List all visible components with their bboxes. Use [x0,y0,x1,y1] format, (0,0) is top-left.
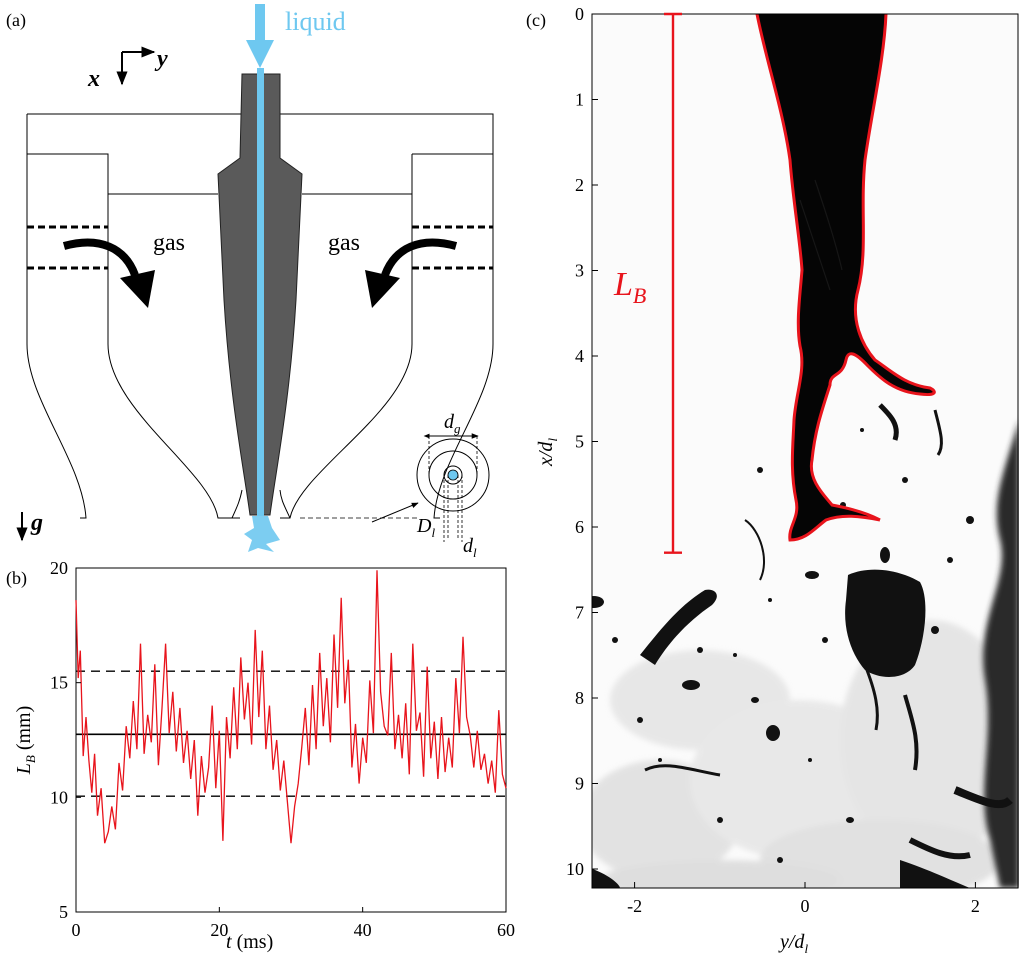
plot-b-xtick-label: 40 [354,920,372,940]
plot-c-ytick-label: 3 [575,261,584,281]
plot-c-xtick-label: 2 [971,896,980,916]
plot-c-ytick-label: 2 [575,175,584,195]
gravity-label: g [30,510,43,536]
plot-b-xtick-label: 20 [210,920,228,940]
plot-c-xlabel: y/dl [778,931,808,956]
plot-b-ticks: 0 20 40 60 5 10 15 20 [50,558,515,940]
panel-b-label: (b) [6,568,27,589]
plot-c-ylabel: x/dl [535,438,560,467]
panel-b: (b) 0 20 40 60 5 10 15 20 t (ms) LB(mm) [6,558,515,953]
plot-b-ytick-label: 5 [59,902,68,922]
plot-c-xtick-label: 0 [801,896,810,916]
plot-c-ytick-label: 5 [575,432,584,452]
series-LB-line [75,570,507,844]
LB-marker [664,12,682,554]
panel-c: (c) [526,4,1019,956]
plot-b-frame [75,567,507,913]
plot-b-ylabel: LB(mm) [13,706,38,776]
liquid-channel [257,68,264,516]
liquid-label: liquid [285,7,346,36]
gas-screens [27,225,493,270]
plot-c-ticks: -2 0 2 0 1 2 3 4 5 6 7 8 9 10 [566,4,980,916]
plot-b-xtick-label: 0 [72,920,81,940]
liquid-spray [244,516,280,552]
gas-arrow-left [62,238,155,308]
plot-b-xlabel: t (ms) [226,931,273,953]
plot-c-xtick-label: -2 [627,896,642,916]
dg-label: dg [444,411,461,436]
axis-x-label: x [87,66,100,92]
panel-a-label: (a) [6,10,26,31]
plot-c-ytick-label: 0 [575,4,584,24]
dl-label: dl [463,535,477,560]
plot-b-ytick-label: 20 [50,558,68,578]
nozzle-housing [26,113,494,519]
panel-c-label: (c) [526,10,546,31]
plot-b-ytick-label: 15 [50,673,68,693]
nozzle-exit-inset [300,433,490,542]
plot-c-ytick-label: 9 [575,774,584,794]
axis-y-label: y [154,46,168,72]
gas-label-right: gas [328,230,360,256]
plot-c-ytick-label: 1 [575,90,584,110]
liquid-core [757,14,935,540]
panel-a: (a) x y liquid [6,4,494,560]
gas-label-left: gas [153,230,185,256]
liquid-arrow [246,4,274,68]
core-outline [755,14,936,542]
plot-c-ytick-label: 10 [566,859,584,879]
plot-b-xtick-label: 60 [497,920,515,940]
plot-c-ytick-label: 7 [575,603,584,623]
plot-c-ytick-label: 4 [575,346,584,366]
LB-label: LB [613,266,646,308]
gas-arrow-right [365,238,458,308]
shadowgraph-content [592,14,1019,888]
plot-c-ytick-label: 6 [575,517,584,537]
plot-b-ytick-label: 10 [50,787,68,807]
Dl-label: Dl [416,515,435,540]
plot-c-ytick-label: 8 [575,688,584,708]
